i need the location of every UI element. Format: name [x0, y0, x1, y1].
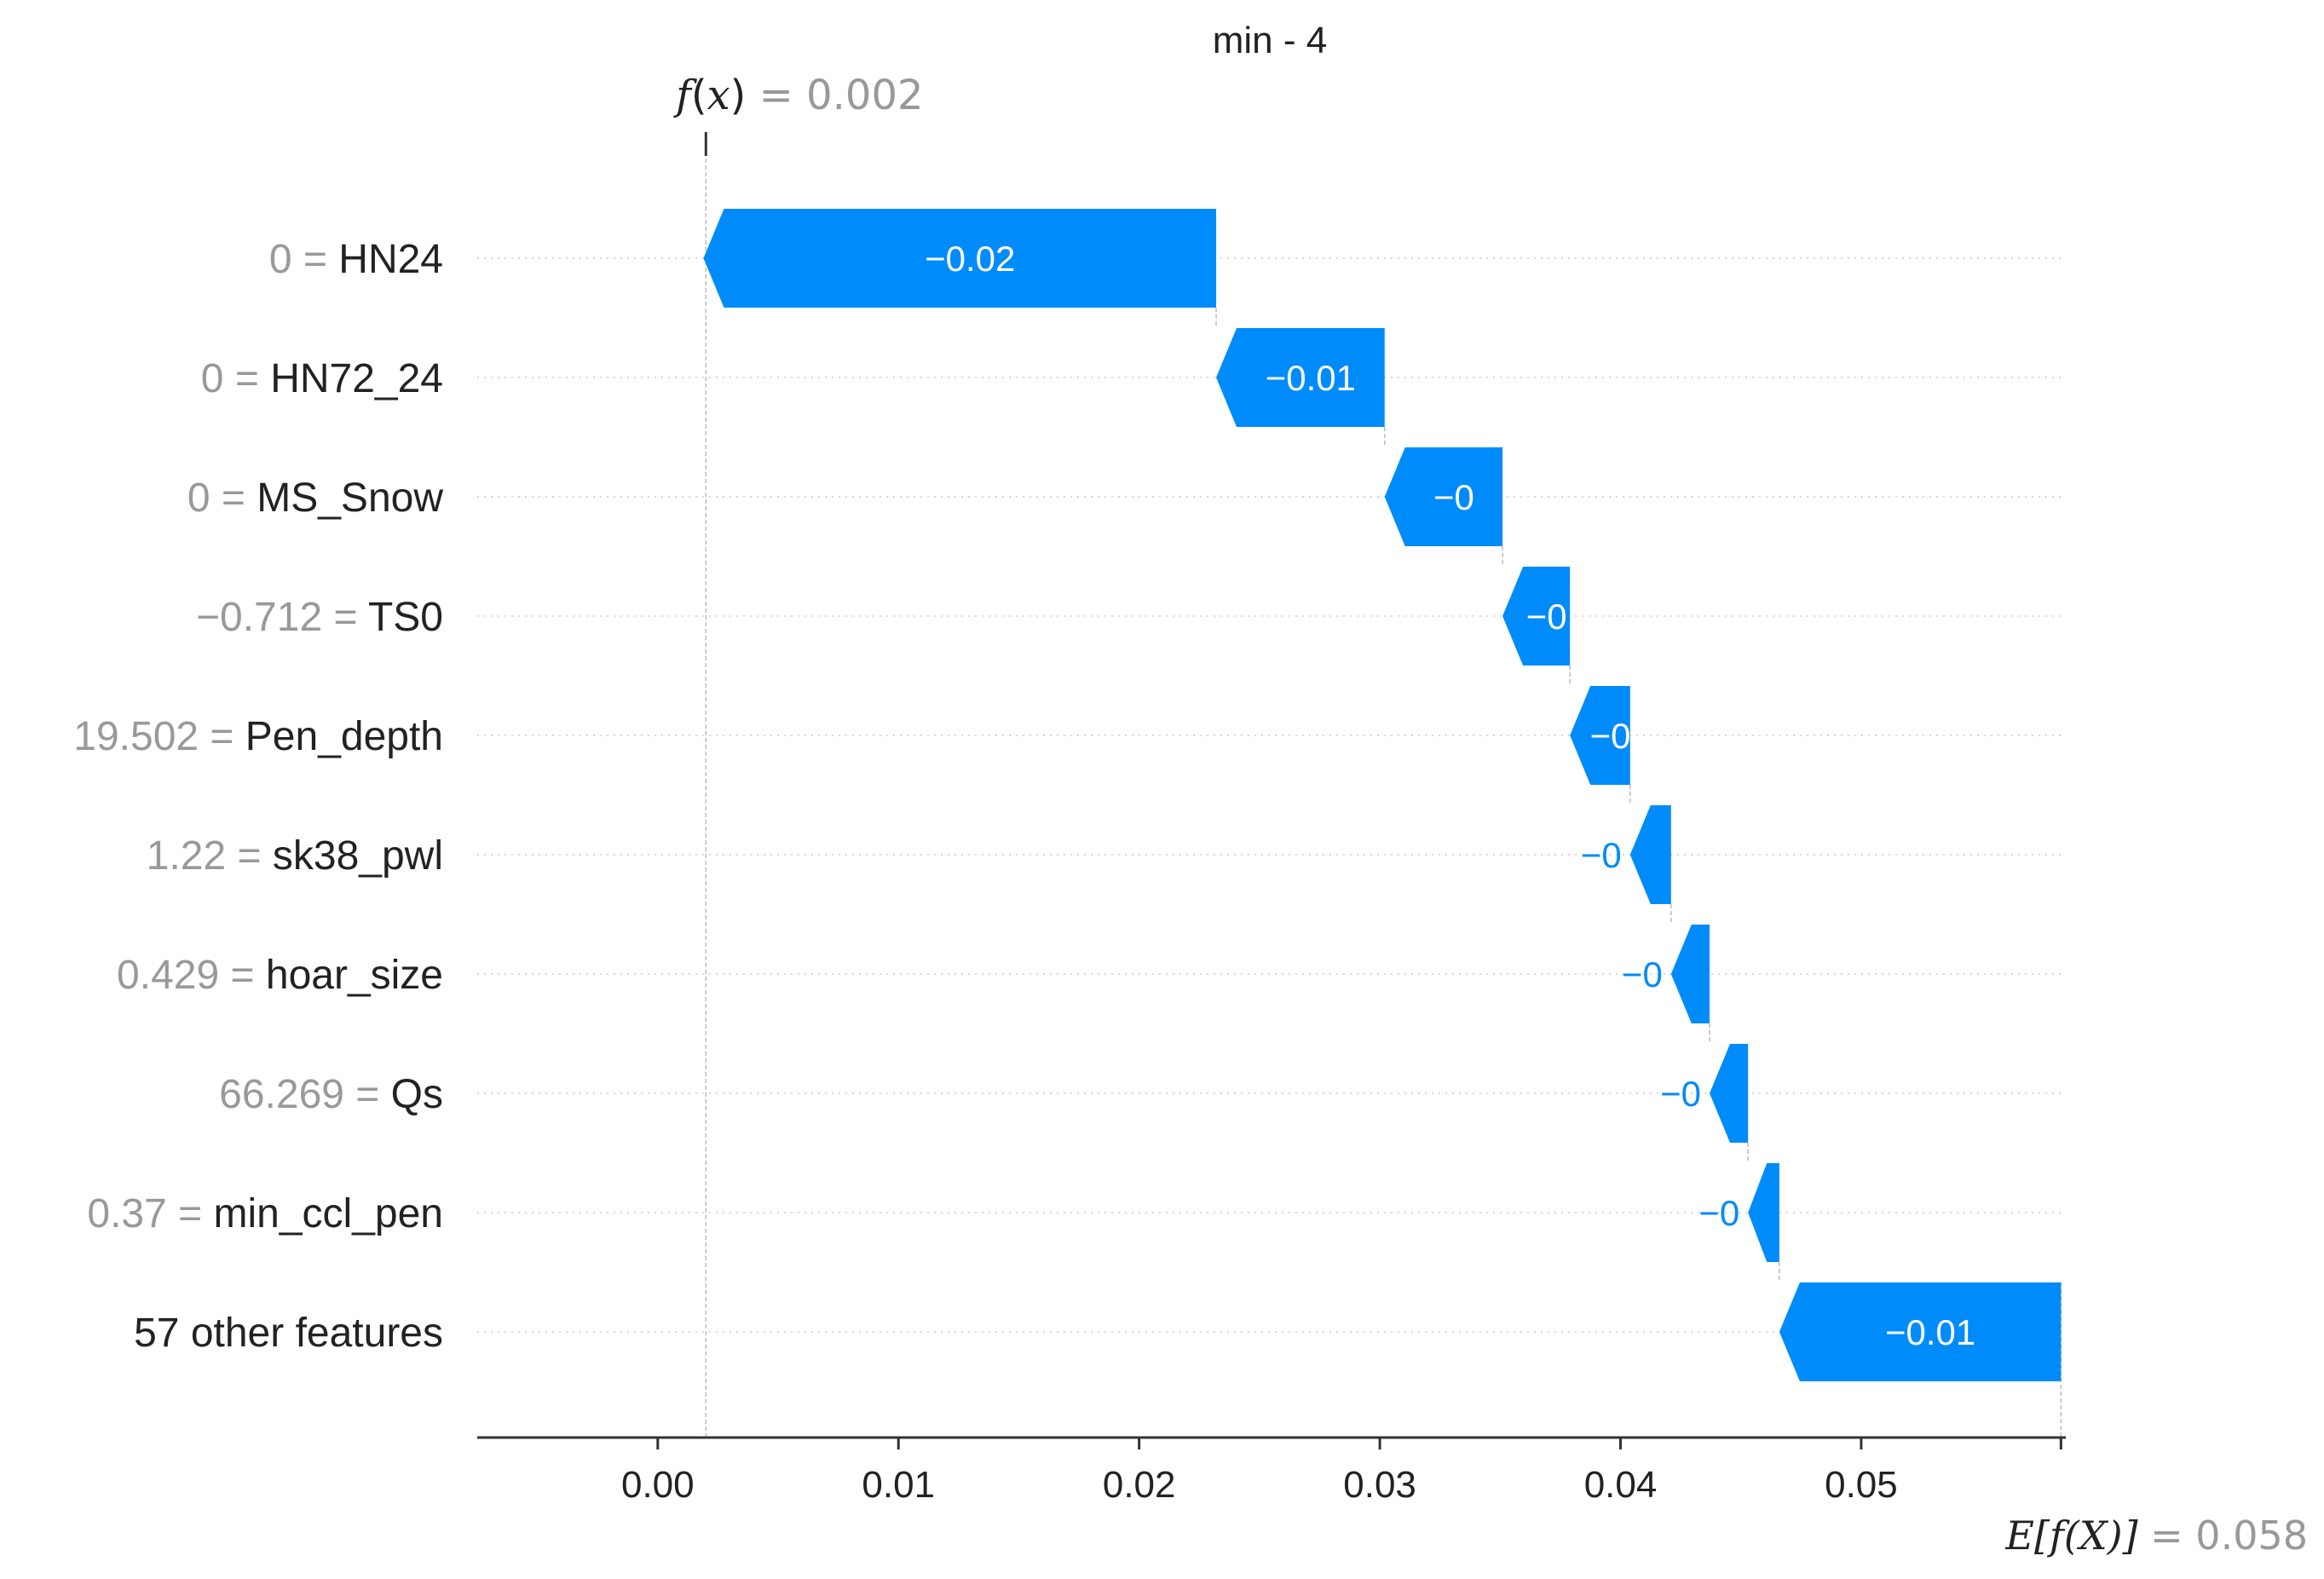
feature-value: 0 = [269, 237, 338, 282]
bar-value-label: −0.02 [925, 239, 1015, 279]
bar-value-label: −0 [1581, 835, 1622, 875]
bar-min_ccl_pen [1748, 1163, 1779, 1262]
bar-HN72_24 [1216, 328, 1385, 427]
bar-hoar_size [1670, 925, 1710, 1023]
x-tick-label: 0.04 [1584, 1464, 1658, 1506]
bars: −0.02 −0.01 −0 −0 −0 −0 −0 −0 −0 −0.01 [703, 209, 2062, 1381]
x-tick-label: 0.02 [1103, 1464, 1176, 1506]
fx-var: x [707, 72, 730, 119]
efx-annotation: E[f(X)] = 0.058 [2004, 1513, 2308, 1559]
bar-sk38_pwl [1629, 805, 1671, 904]
connector-lines [704, 132, 2062, 1438]
feature-label: 66.269 = Qs [219, 1072, 443, 1117]
bar-57 other features [1779, 1282, 2062, 1381]
bar-Pen_depth [1570, 686, 1630, 785]
feature-value: 0 = [201, 356, 270, 401]
feature-name: HN72_24 [270, 356, 443, 401]
feature-label: −0.712 = TS0 [196, 595, 443, 640]
feature-label: 0 = MS_Snow [187, 475, 444, 521]
fx-paren: ) [730, 72, 747, 119]
feature-name: Pen_depth [245, 714, 443, 759]
feature-label: 0.429 = hoar_size [117, 953, 443, 998]
bar-value-label: −0 [1590, 716, 1631, 756]
fx-paren: ( [691, 72, 707, 119]
feature-name: MS_Snow [257, 475, 443, 521]
feature-label: 0 = HN24 [269, 237, 443, 282]
x-tick-label: 0.05 [1825, 1464, 1898, 1506]
feature-name: HN24 [338, 237, 443, 282]
x-axis: 0.00 0.01 0.02 0.03 0.04 0.05 [477, 1436, 2066, 1506]
bar-value-label: −0 [1433, 477, 1474, 517]
efx-label: E[f(X)] [2004, 1513, 2137, 1559]
feature-name: min_ccl_pen [214, 1191, 443, 1236]
bar-value-label: −0.01 [1266, 358, 1356, 398]
feature-label: 57 other features [134, 1311, 443, 1356]
x-tick-label: 0.03 [1343, 1464, 1416, 1506]
fx-value: = 0.002 [746, 72, 923, 119]
bar-value-label: −0 [1622, 954, 1663, 994]
feature-value: 0.37 = [87, 1191, 213, 1236]
x-tick-label: 0.01 [862, 1464, 935, 1506]
feature-name: Qs [391, 1072, 443, 1117]
bar-value-label: −0 [1660, 1074, 1701, 1114]
feature-name: sk38_pwl [273, 833, 443, 879]
feature-label: 19.502 = Pen_depth [73, 714, 443, 759]
feature-name: TS0 [368, 595, 443, 640]
bar-value-label: −0 [1526, 596, 1567, 637]
efx-value: = 0.058 [2138, 1513, 2308, 1559]
annotations: f(x) = 0.002 E[f(X)] = 0.058 [673, 72, 2308, 1559]
feature-value: 0 = [187, 475, 257, 521]
feature-label: 1.22 = sk38_pwl [147, 833, 443, 879]
bar-value-label: −0 [1698, 1193, 1739, 1233]
feature-value: 66.269 = [219, 1072, 391, 1117]
bar-Qs [1710, 1044, 1749, 1143]
x-tick-label: 0.00 [621, 1464, 695, 1506]
bar-MS_Snow [1384, 447, 1503, 546]
feature-value: 19.502 = [73, 714, 245, 759]
feature-label: 0 = HN72_24 [201, 356, 443, 401]
feature-label: 0.37 = min_ccl_pen [87, 1191, 443, 1236]
feature-name: hoar_size [266, 953, 443, 998]
feature-name: 57 other features [134, 1311, 443, 1356]
feature-value: 0.429 = [117, 953, 266, 998]
bar-TS0 [1502, 567, 1571, 666]
fx-annotation: f(x) = 0.002 [673, 72, 923, 119]
feature-value: 1.22 = [147, 833, 273, 879]
feature-value: −0.712 = [196, 595, 368, 640]
chart-title: min - 4 [1213, 20, 1327, 61]
bar-HN24 [703, 209, 1217, 308]
bar-value-label: −0.01 [1885, 1312, 1975, 1352]
